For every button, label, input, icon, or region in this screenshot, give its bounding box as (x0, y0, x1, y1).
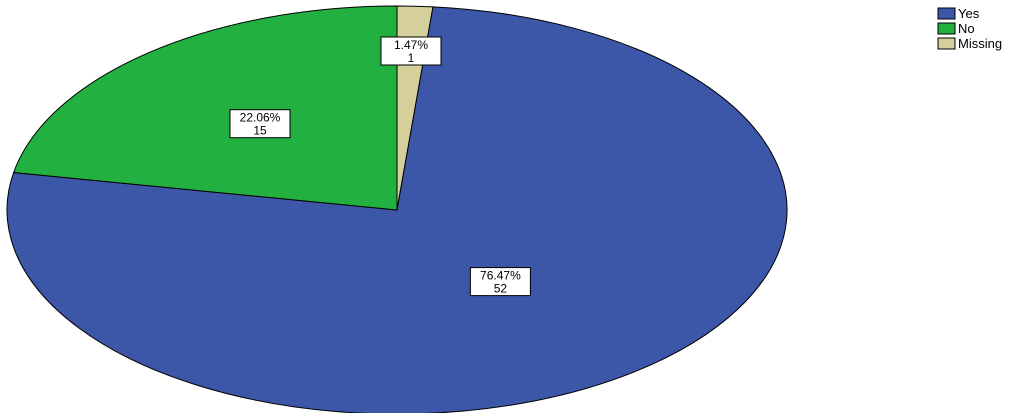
pie-slice-labels: 1.47%1 76.47%52 22.06%15 (229, 36, 531, 297)
slice-label-box (380, 36, 442, 66)
legend-swatch (937, 22, 956, 35)
slice-label-box (229, 109, 291, 139)
legend-swatch (937, 37, 956, 50)
slice-count-label: 1 (408, 51, 415, 65)
legend-label: Yes (958, 6, 980, 21)
pie-slices (6, 5, 788, 413)
slice-percent-label: 76.47% (480, 269, 521, 283)
slice-percent-label: 22.06% (240, 111, 281, 125)
legend-swatch (937, 7, 956, 20)
slice-label-box (469, 267, 531, 297)
slice-percent-label: 1.47% (394, 38, 428, 52)
legend-item-yes: Yes (937, 6, 980, 21)
slice-count-label: 15 (253, 124, 267, 138)
slice-label-no: 22.06%15 (229, 109, 291, 139)
legend-label: Missing (958, 36, 1002, 51)
legend-item-no: No (937, 21, 975, 36)
pie-slice-no (12, 5, 398, 211)
legend-label: No (958, 21, 975, 36)
legend-item-missing: Missing (937, 36, 1002, 51)
slice-count-label: 52 (494, 282, 508, 296)
slice-label-yes: 76.47%52 (469, 267, 531, 297)
slice-label-missing: 1.47%1 (380, 36, 442, 66)
